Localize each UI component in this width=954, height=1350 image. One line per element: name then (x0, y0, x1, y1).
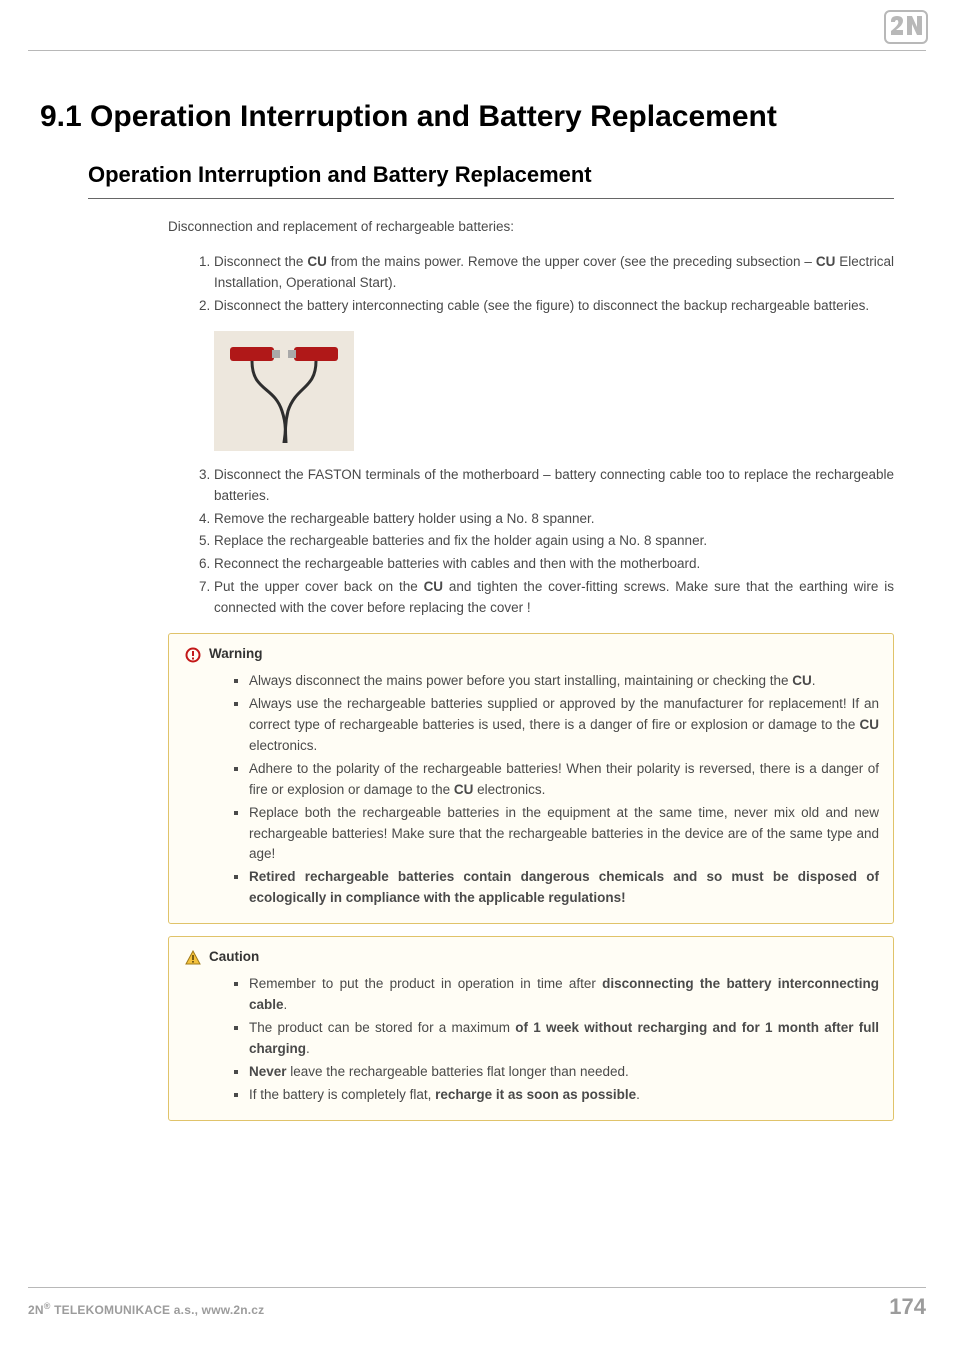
caution-list: Remember to put the product in operation… (229, 974, 879, 1106)
cu-bold: CU (816, 254, 836, 269)
text: Disconnect the (214, 254, 307, 269)
footer-company: 2N® TELEKOMUNIKACE a.s., www.2n.cz (28, 1301, 264, 1317)
caution-icon (185, 950, 201, 966)
caution-item: Remember to put the product in operation… (249, 974, 879, 1016)
cu-bold: CU (307, 254, 327, 269)
cu-bold: CU (860, 717, 880, 732)
text: . (284, 997, 288, 1012)
page-title: 9.1 Operation Interruption and Battery R… (40, 100, 894, 134)
text: from the mains power. Remove the upper c… (327, 254, 816, 269)
step-2: Disconnect the battery interconnecting c… (214, 296, 894, 317)
warning-item: Adhere to the polarity of the rechargeab… (249, 759, 879, 801)
cu-bold: CU (792, 673, 812, 688)
text: electronics. (473, 782, 545, 797)
header-rule (28, 50, 926, 51)
cu-bold: CU (454, 782, 474, 797)
step-4: Remove the rechargeable battery holder u… (214, 509, 894, 530)
step-3: Disconnect the FASTON terminals of the m… (214, 465, 894, 507)
page-footer: 2N® TELEKOMUNIKACE a.s., www.2n.cz 174 (28, 1287, 926, 1320)
section-heading: Operation Interruption and Battery Repla… (88, 162, 894, 192)
bold-text: Never (249, 1064, 287, 1079)
warning-item: Always use the rechargeable batteries su… (249, 694, 879, 757)
text: electronics. (249, 738, 317, 753)
warning-item: Replace both the rechargeable batteries … (249, 803, 879, 866)
steps-list: Disconnect the CU from the mains power. … (188, 252, 894, 317)
steps-list-cont: Disconnect the FASTON terminals of the m… (188, 465, 894, 619)
caution-head: Caution (185, 947, 879, 968)
footer-rule (28, 1287, 926, 1288)
caution-callout: Caution Remember to put the product in o… (168, 936, 894, 1120)
caution-item: Never leave the rechargeable batteries f… (249, 1062, 879, 1083)
bold-text: Retired rechargeable batteries contain d… (249, 869, 879, 905)
step-7: Put the upper cover back on the CU and t… (214, 577, 894, 619)
warning-item: Retired rechargeable batteries contain d… (249, 867, 879, 909)
intro-text: Disconnection and replacement of recharg… (168, 217, 894, 238)
text: Adhere to the polarity of the rechargeab… (249, 761, 879, 797)
text: If the battery is completely flat, (249, 1087, 435, 1102)
warning-list: Always disconnect the mains power before… (229, 671, 879, 909)
section-rule (88, 198, 894, 199)
step-5: Replace the rechargeable batteries and f… (214, 531, 894, 552)
text: Remember to put the product in operation… (249, 976, 602, 991)
warning-head: Warning (185, 644, 879, 665)
text: Always use the rechargeable batteries su… (249, 696, 879, 732)
caution-item: The product can be stored for a maximum … (249, 1018, 879, 1060)
text: TELEKOMUNIKACE a.s., www.2n.cz (51, 1303, 265, 1317)
text: . (812, 673, 816, 688)
caution-label: Caution (209, 947, 259, 968)
cu-bold: CU (424, 579, 444, 594)
warning-label: Warning (209, 644, 263, 665)
warning-callout: Warning Always disconnect the mains powe… (168, 633, 894, 924)
warning-item: Always disconnect the mains power before… (249, 671, 879, 692)
brand-logo (884, 10, 928, 44)
step-1: Disconnect the CU from the mains power. … (214, 252, 894, 294)
caution-item: If the battery is completely flat, recha… (249, 1085, 879, 1106)
bold-text: recharge it as soon as possible (435, 1087, 636, 1102)
text: Always disconnect the mains power before… (249, 673, 792, 688)
warning-icon (185, 647, 201, 663)
text: Put the upper cover back on the (214, 579, 424, 594)
text: . (636, 1087, 640, 1102)
text: 2N (28, 1303, 44, 1317)
text: . (306, 1041, 310, 1056)
battery-cable-figure (214, 331, 894, 451)
registered-mark: ® (44, 1301, 51, 1311)
step-6: Reconnect the rechargeable batteries wit… (214, 554, 894, 575)
text: The product can be stored for a maximum (249, 1020, 515, 1035)
page-number: 174 (889, 1294, 926, 1320)
text: leave the rechargeable batteries flat lo… (287, 1064, 629, 1079)
